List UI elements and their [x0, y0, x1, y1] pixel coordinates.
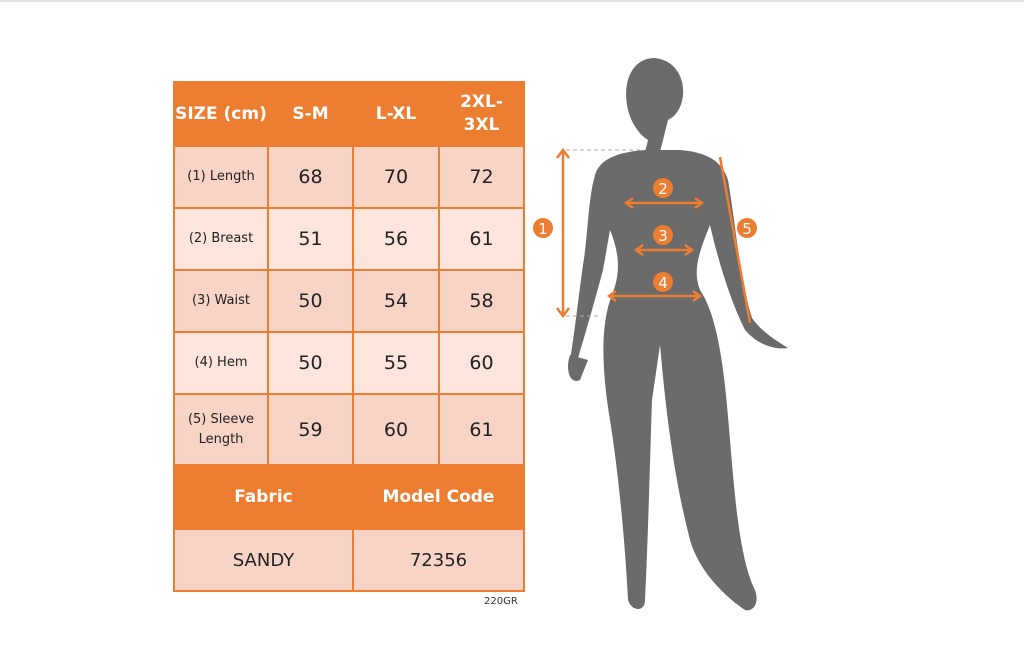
cell: 59	[267, 393, 354, 466]
header-model-code: Model Code	[352, 464, 525, 530]
cell: 60	[352, 393, 440, 466]
cell: 51	[267, 207, 354, 271]
top-border	[0, 0, 1024, 2]
marker-3	[653, 225, 673, 245]
header-l-xl: L-XL	[352, 81, 440, 147]
guide-lines	[566, 149, 640, 317]
cell: 55	[352, 331, 440, 395]
marker-3-label: 3	[658, 227, 668, 245]
row-label: (1) Length	[173, 145, 269, 209]
model-code-value: 72356	[352, 528, 525, 592]
header-size: SIZE (cm)	[173, 81, 269, 147]
header-s-m: S-M	[267, 81, 354, 147]
row-label: (4) Hem	[173, 331, 269, 395]
size-chart-table: SIZE (cm) S-M L-XL 2XL-3XL (1) Length 68…	[173, 81, 525, 592]
marker-1-label: 1	[538, 220, 548, 238]
marker-5	[737, 218, 757, 238]
table-row: (2) Breast 51 56 61	[173, 207, 525, 271]
cell: 56	[352, 207, 440, 271]
cell: 61	[438, 393, 525, 466]
marker-4-label: 4	[658, 274, 668, 292]
table-row: (1) Length 68 70 72	[173, 145, 525, 209]
silhouette	[568, 58, 788, 611]
table-row: (5) Sleeve Length 59 60 61	[173, 393, 525, 466]
row-label: (2) Breast	[173, 207, 269, 271]
table-row: (4) Hem 50 55 60	[173, 331, 525, 395]
header-2xl-3xl: 2XL-3XL	[438, 81, 525, 147]
row-label: (5) Sleeve Length	[173, 393, 269, 466]
info-header-row: Fabric Model Code	[173, 464, 525, 530]
cell: 58	[438, 269, 525, 333]
header-fabric: Fabric	[173, 464, 354, 530]
cell: 60	[438, 331, 525, 395]
cell: 61	[438, 207, 525, 271]
marker-5-label: 5	[742, 220, 752, 238]
info-row: SANDY 72356	[173, 528, 525, 592]
row-label: (3) Waist	[173, 269, 269, 333]
cell: 54	[352, 269, 440, 333]
fabric-value: SANDY	[173, 528, 354, 592]
marker-2-label: 2	[658, 180, 668, 198]
size-header-row: SIZE (cm) S-M L-XL 2XL-3XL	[173, 81, 525, 147]
cell: 70	[352, 145, 440, 209]
marker-4	[653, 272, 673, 292]
marker-1	[533, 218, 553, 238]
weight-note: 220GR	[484, 596, 518, 607]
table-row: (3) Waist 50 54 58	[173, 269, 525, 333]
marker-2	[653, 178, 673, 198]
measurement-markers: 1 2 3 4 5	[533, 178, 757, 292]
measurement-arrows	[556, 147, 752, 324]
cell: 50	[267, 269, 354, 333]
cell: 68	[267, 145, 354, 209]
cell: 50	[267, 331, 354, 395]
cell: 72	[438, 145, 525, 209]
